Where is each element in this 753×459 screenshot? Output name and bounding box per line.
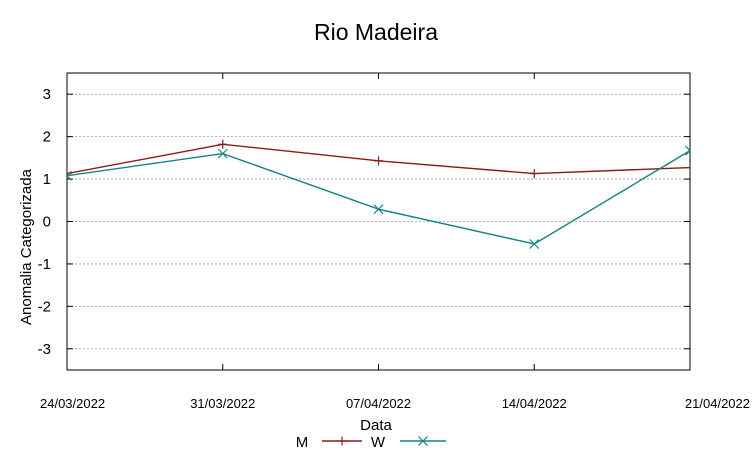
y-tick-label: 0: [43, 214, 51, 231]
data-point-m: [717, 162, 726, 171]
legend-marker-w: [418, 436, 428, 446]
grid-lines: [67, 93, 690, 350]
legend-marker-m: [337, 436, 347, 446]
y-axis-ticks: 3 2 1 0 -1 -2 -3: [38, 86, 690, 358]
y-tick-label: -2: [38, 298, 51, 315]
series-line-m: [67, 143, 690, 175]
x-tick-label: 31/03/2022: [190, 396, 255, 411]
x-tick-label: 21/04/2022: [685, 396, 750, 411]
x-axis-label: Data: [360, 417, 392, 434]
data-point-m: [67, 169, 72, 179]
series-lines: [67, 139, 726, 249]
data-point-m: [529, 169, 539, 179]
y-tick-label: 3: [43, 86, 51, 103]
data-point-w: [685, 145, 690, 156]
y-tick-label: 1: [43, 171, 51, 188]
data-point-w: [67, 170, 72, 181]
y-axis-label: Anomalia Categorizada: [18, 168, 35, 325]
data-point-m: [218, 139, 228, 149]
legend: M W: [296, 434, 446, 451]
x-tick-label: 07/04/2022: [346, 396, 411, 411]
data-point-w: [217, 148, 228, 159]
legend-label-m: M: [296, 434, 309, 451]
legend-label-w: W: [371, 434, 386, 451]
x-tick-label: 14/04/2022: [502, 396, 567, 411]
x-axis-ticks: 24/03/2022 31/03/2022 07/04/2022 14/04/2022…: [40, 73, 750, 411]
data-point-m: [374, 156, 383, 166]
chart-title: Rio Madeira: [314, 19, 438, 45]
data-point-w: [529, 239, 540, 249]
y-tick-label: 2: [43, 129, 51, 146]
y-tick-label: -1: [38, 256, 51, 273]
data-point-w: [373, 204, 384, 215]
x-tick-label: 24/03/2022: [40, 396, 105, 411]
y-tick-label: -3: [38, 341, 51, 358]
